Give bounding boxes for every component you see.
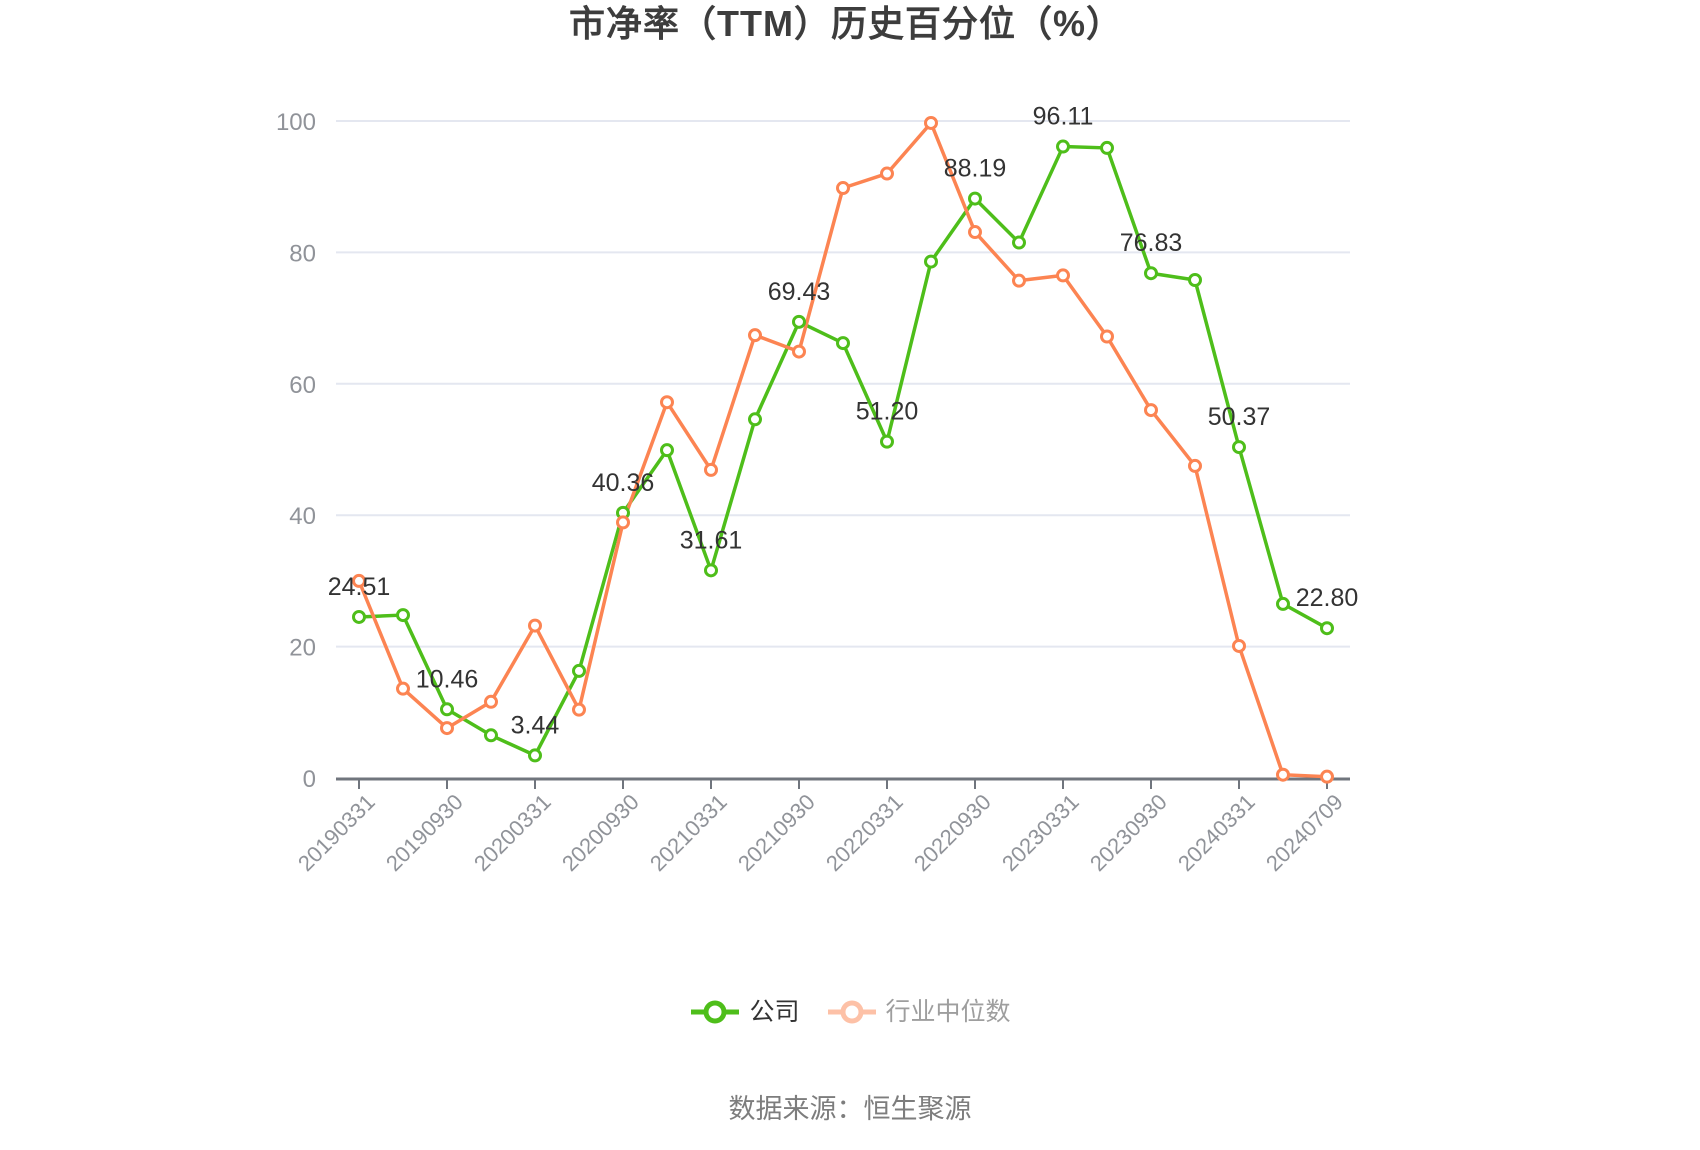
- data-point-公司[interactable]: [836, 336, 850, 351]
- data-point-label: 51.20: [856, 398, 919, 426]
- data-point-label: 31.61: [680, 526, 743, 554]
- data-point-公司[interactable]: [660, 443, 674, 458]
- x-axis-tick-label: 20240331: [1173, 789, 1260, 876]
- legend-marker-icon: [827, 1000, 876, 1024]
- data-point-label: 22.80: [1296, 584, 1359, 612]
- data-point-公司[interactable]: [528, 748, 542, 763]
- data-point-行业中位数[interactable]: [836, 181, 850, 196]
- legend-item-行业中位数[interactable]: 行业中位数: [826, 999, 1011, 1025]
- series-line-行业中位数: [357, 121, 1329, 779]
- data-point-公司[interactable]: [880, 434, 894, 449]
- data-point-公司[interactable]: [1056, 139, 1070, 154]
- data-point-label: 24.51: [328, 573, 391, 601]
- data-point-label: 50.37: [1208, 403, 1271, 431]
- data-point-行业中位数[interactable]: [572, 702, 586, 717]
- data-point-行业中位数[interactable]: [748, 328, 762, 343]
- data-point-行业中位数[interactable]: [1320, 769, 1334, 784]
- data-point-公司[interactable]: [1144, 266, 1158, 281]
- data-point-公司[interactable]: [484, 728, 498, 743]
- data-point-行业中位数[interactable]: [1012, 273, 1026, 288]
- legend-item-公司[interactable]: 公司: [689, 998, 800, 1026]
- data-point-公司[interactable]: [1100, 140, 1114, 155]
- data-point-行业中位数[interactable]: [1276, 767, 1290, 782]
- data-point-公司[interactable]: [924, 254, 938, 269]
- data-point-公司[interactable]: [704, 563, 718, 578]
- x-axis-tick-label: 20210930: [733, 789, 820, 876]
- data-point-公司[interactable]: [396, 608, 410, 623]
- data-point-label: 69.43: [768, 278, 831, 306]
- data-point-label: 96.11: [1033, 103, 1094, 131]
- data-point-行业中位数[interactable]: [1232, 638, 1246, 653]
- y-axis-tick-label: 20: [289, 635, 316, 662]
- data-point-公司[interactable]: [1232, 440, 1246, 455]
- y-axis-tick-label: 60: [289, 372, 316, 399]
- x-axis-tick-label: 20220930: [909, 789, 996, 876]
- x-axis-tick-label: 20200930: [557, 789, 644, 876]
- data-point-公司[interactable]: [1188, 272, 1202, 287]
- source-note: 数据来源：恒生聚源: [728, 1094, 972, 1124]
- data-point-行业中位数[interactable]: [792, 344, 806, 359]
- data-point-行业中位数[interactable]: [528, 618, 542, 633]
- x-axis-tick-label: 20190930: [381, 789, 468, 876]
- data-point-公司[interactable]: [572, 663, 586, 678]
- data-point-行业中位数[interactable]: [1188, 458, 1202, 473]
- legend: 公司 行业中位数: [0, 999, 1700, 1025]
- data-point-行业中位数[interactable]: [352, 573, 366, 588]
- y-axis-tick-label: 40: [289, 503, 316, 530]
- data-point-行业中位数[interactable]: [924, 115, 938, 130]
- data-point-行业中位数[interactable]: [616, 515, 630, 530]
- x-axis-tick-label: 20200331: [469, 789, 556, 876]
- data-point-label: 10.46: [416, 665, 479, 693]
- data-point-公司[interactable]: [1276, 596, 1290, 611]
- data-point-行业中位数[interactable]: [704, 462, 718, 477]
- legend-marker-icon: [691, 1000, 740, 1024]
- x-axis-tick-label: 20240709: [1261, 789, 1348, 876]
- data-point-行业中位数[interactable]: [1056, 268, 1070, 283]
- data-point-行业中位数[interactable]: [484, 694, 498, 709]
- x-axis-tick-label: 20220331: [821, 789, 908, 876]
- data-point-行业中位数[interactable]: [660, 395, 674, 410]
- data-point-公司[interactable]: [1320, 621, 1334, 636]
- data-point-行业中位数[interactable]: [968, 225, 982, 240]
- data-point-行业中位数[interactable]: [440, 721, 454, 736]
- data-point-行业中位数[interactable]: [396, 681, 410, 696]
- chart-title: 市净率（TTM）历史百分位（%）: [569, 3, 1123, 44]
- data-point-label: 76.83: [1120, 229, 1183, 257]
- x-axis-tick-label: 20230930: [1085, 789, 1172, 876]
- legend-label: 行业中位数: [885, 998, 1011, 1026]
- data-point-公司[interactable]: [968, 191, 982, 206]
- data-point-公司[interactable]: [792, 314, 806, 329]
- y-axis-tick-label: 80: [289, 240, 316, 267]
- x-axis-tick-label: 20210331: [645, 789, 732, 876]
- legend-label: 公司: [749, 998, 800, 1026]
- x-axis-tick-label: 20190331: [293, 789, 380, 876]
- data-point-label: 3.44: [511, 711, 560, 739]
- data-point-行业中位数[interactable]: [1100, 329, 1114, 344]
- data-point-行业中位数[interactable]: [880, 166, 894, 181]
- y-axis-tick-label: 0: [303, 766, 316, 793]
- y-axis-tick-label: 100: [276, 109, 316, 136]
- data-point-公司[interactable]: [1012, 235, 1026, 250]
- data-point-公司[interactable]: [352, 609, 366, 624]
- data-point-行业中位数[interactable]: [1144, 403, 1158, 418]
- x-axis-tick-label: 20230331: [997, 789, 1084, 876]
- data-point-label: 40.36: [592, 469, 655, 497]
- data-point-label: 88.19: [944, 155, 1007, 183]
- data-point-公司[interactable]: [440, 702, 454, 717]
- data-point-公司[interactable]: [748, 412, 762, 427]
